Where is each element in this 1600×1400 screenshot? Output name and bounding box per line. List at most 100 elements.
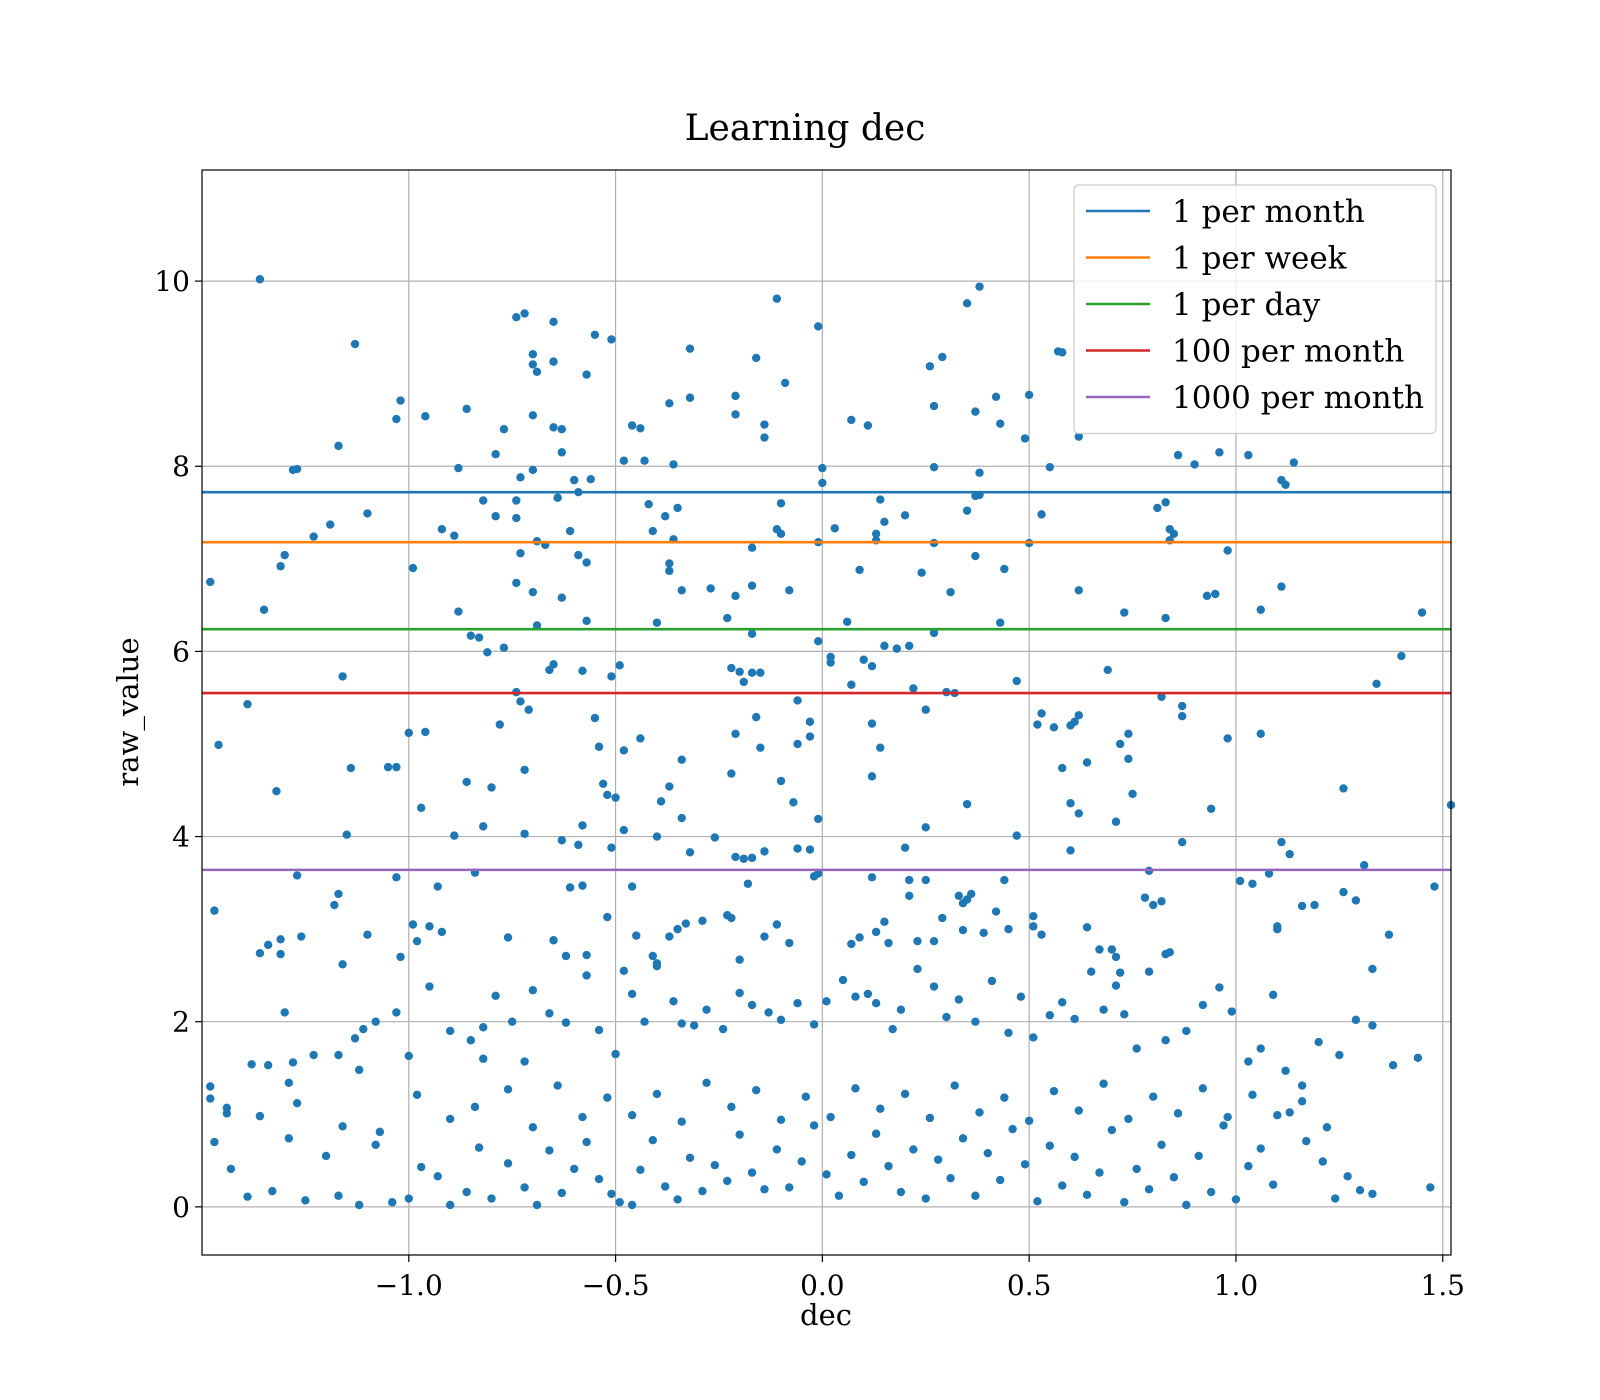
scatter-point (818, 478, 827, 488)
scatter-point (996, 419, 1005, 428)
scatter-point (640, 1017, 649, 1026)
scatter-point (247, 1060, 256, 1069)
scatter-point (822, 997, 831, 1006)
scatter-point (685, 848, 695, 857)
scatter-point (1070, 717, 1079, 726)
scatter-point (975, 468, 984, 477)
scatter-point (1169, 1173, 1179, 1182)
scatter-point (259, 605, 269, 614)
scatter-point (263, 1061, 273, 1070)
scatter-point (698, 1186, 707, 1196)
scatter-point (565, 526, 575, 536)
scatter-point (309, 1050, 318, 1060)
scatter-point (284, 1078, 294, 1088)
scatter-point (776, 1015, 786, 1025)
scatter-point (1029, 911, 1038, 921)
scatter-point (847, 680, 856, 689)
scatter-point (652, 832, 662, 841)
scatter-point (814, 869, 823, 878)
scatter-point (913, 936, 922, 946)
scatter-point (1074, 432, 1083, 441)
reference-lines-layer (202, 490, 1451, 872)
scatter-point (888, 1024, 897, 1034)
scatter-point (929, 462, 939, 472)
scatter-point (582, 971, 591, 980)
scatter-point (582, 558, 591, 567)
scatter-point (834, 1191, 844, 1200)
scatter-point (627, 1111, 637, 1120)
scatter-point (731, 852, 740, 862)
scatter-point (425, 982, 434, 991)
scatter-point (276, 949, 285, 959)
scatter-point (520, 829, 529, 838)
scatter-point (1273, 1111, 1282, 1120)
scatter-point (1177, 837, 1187, 847)
scatter-point (1206, 804, 1216, 813)
scatter-point (516, 549, 525, 558)
scatter-point (1335, 1050, 1344, 1060)
scatter-point (1173, 1109, 1183, 1118)
scatter-point (1049, 1086, 1059, 1096)
scatter-point (723, 1176, 732, 1186)
scatter-point (1107, 945, 1117, 954)
scatter-point (1024, 1116, 1034, 1125)
scatter-point (1223, 546, 1232, 555)
scatter-point (1417, 608, 1427, 617)
scatter-point (586, 475, 595, 484)
scatter-point (309, 532, 318, 541)
scatter-point (487, 1194, 496, 1203)
scatter-point (607, 843, 616, 852)
scatter-point (1211, 589, 1220, 599)
scatter-point (280, 1008, 289, 1017)
scatter-point (814, 814, 823, 824)
scatter-point (474, 1143, 484, 1152)
scatter-point (607, 672, 616, 681)
scatter-point (1045, 1141, 1055, 1150)
scatter-point (685, 393, 695, 402)
scatter-point (958, 1134, 968, 1143)
scatter-point (871, 1129, 881, 1138)
scatter-point (1004, 1028, 1013, 1038)
scatter-point (793, 696, 802, 705)
scatter-point (938, 352, 947, 362)
scatter-point (284, 1134, 294, 1143)
scatter-point (611, 793, 620, 802)
scatter-point (884, 1161, 893, 1171)
scatter-point (863, 421, 873, 430)
scatter-point (871, 529, 881, 539)
scatter-point (975, 282, 984, 291)
scatter-point (437, 524, 447, 534)
scatter-point (1020, 1160, 1030, 1169)
scatter-point (557, 425, 567, 434)
scatter-point (1339, 784, 1348, 793)
scatter-point (727, 913, 736, 923)
scatter-point (1268, 1180, 1278, 1189)
scatter-point (962, 506, 972, 515)
scatter-point (1004, 924, 1013, 934)
scatter-point (1384, 930, 1394, 939)
scatter-point (1111, 981, 1121, 990)
scatter-point (731, 729, 740, 738)
scatter-point (991, 392, 1001, 402)
scatter-point (636, 1165, 645, 1175)
scatter-point (1256, 1044, 1265, 1053)
scatter-point (760, 1185, 769, 1194)
scatter-point (210, 906, 219, 915)
scatter-point (665, 566, 674, 576)
scatter-point (996, 618, 1005, 627)
scatter-point (950, 1081, 959, 1090)
scatter-point (822, 1170, 831, 1179)
scatter-point (590, 330, 600, 339)
scatter-point (760, 847, 769, 856)
scatter-point (545, 665, 554, 675)
scatter-point (814, 322, 823, 331)
scatter-point (243, 1192, 252, 1201)
scatter-point (884, 938, 893, 948)
scatter-point (1082, 1190, 1092, 1200)
scatter-point (462, 777, 471, 787)
scatter-point (731, 410, 740, 419)
scatter-point (578, 1112, 587, 1122)
scatter-point (594, 1174, 604, 1184)
grid-layer (202, 170, 1451, 1255)
